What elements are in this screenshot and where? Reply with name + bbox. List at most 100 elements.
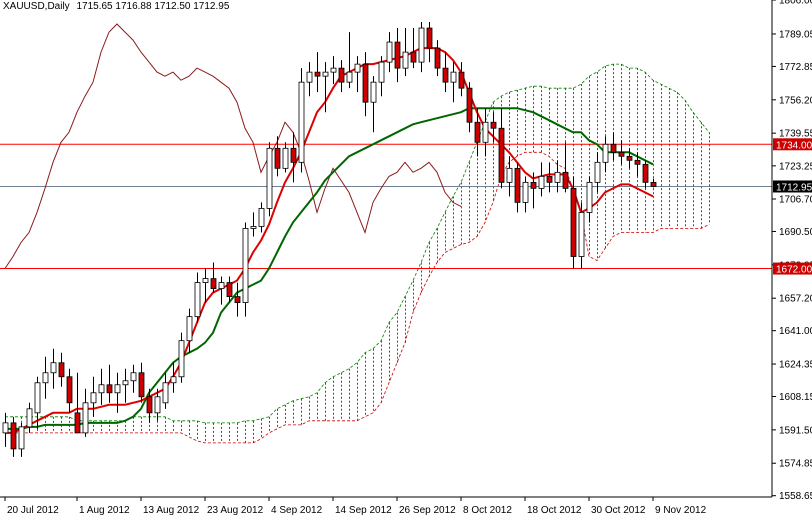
bear-candle — [58, 362, 65, 378]
bear-candle — [138, 372, 145, 398]
price-tick-label: 1756.20 — [779, 95, 812, 106]
time-tick-label: 30 Oct 2012 — [591, 505, 646, 516]
tenkan-sen-line — [5, 47, 654, 434]
bull-candle — [90, 392, 97, 404]
bear-candle — [474, 121, 481, 143]
bull-candle — [2, 422, 9, 434]
bear-candle — [650, 181, 657, 187]
bull-candle — [282, 147, 289, 169]
price-tick-label: 1574.85 — [779, 459, 812, 470]
bull-candle — [82, 402, 89, 434]
price-tick-label: 1657.20 — [779, 294, 812, 305]
senkou-span-b — [5, 151, 710, 444]
bear-candle — [626, 155, 633, 161]
bull-candle — [402, 51, 409, 69]
bear-candle — [10, 422, 17, 450]
time-tick-label: 13 Aug 2012 — [143, 505, 200, 516]
bear-candle — [338, 67, 345, 83]
price-tick-label: 1789.05 — [779, 29, 812, 40]
time-tick-label: 20 Jul 2012 — [7, 505, 59, 516]
time-tick-label: 26 Sep 2012 — [399, 505, 456, 516]
price-level-label-box — [773, 138, 812, 151]
price-level-label: 1734.00 — [776, 140, 812, 151]
bull-candle — [322, 71, 329, 77]
bear-candle — [434, 47, 441, 69]
bear-candle — [290, 147, 297, 163]
time-tick-label: 4 Sep 2012 — [271, 505, 323, 516]
bull-candle — [242, 228, 249, 304]
bull-candle — [506, 167, 513, 183]
bull-candle — [250, 226, 257, 229]
time-tick-label: 14 Sep 2012 — [335, 505, 392, 516]
bull-candle — [18, 426, 25, 450]
bull-candle — [130, 372, 137, 382]
time-tick-label: 23 Aug 2012 — [207, 505, 264, 516]
price-tick-label: 1706.70 — [779, 195, 812, 206]
bull-candle — [330, 67, 337, 73]
bull-candle — [602, 143, 609, 163]
bear-candle — [442, 67, 449, 83]
price-tick-label: 1806.00 — [779, 0, 812, 7]
bull-candle — [186, 316, 193, 342]
chart-header: XAUUSD,Daily 1715.65 1716.88 1712.50 171… — [3, 1, 233, 12]
bear-candle — [618, 151, 625, 157]
bull-candle — [306, 71, 313, 83]
bear-candle — [410, 51, 417, 63]
bear-candle — [234, 296, 241, 304]
current-price-label-box — [773, 180, 812, 193]
bull-candle — [202, 278, 209, 283]
price-tick-label: 1558.65 — [779, 491, 812, 502]
bull-candle — [378, 61, 385, 83]
bull-candle — [450, 71, 457, 83]
bear-candle — [546, 175, 553, 183]
bull-candle — [586, 181, 593, 213]
bear-candle — [66, 376, 73, 404]
bull-candle — [122, 380, 129, 386]
bull-candle — [554, 171, 561, 183]
bull-candle — [298, 81, 305, 163]
price-tick-label: 1690.50 — [779, 227, 812, 238]
price-tick-label: 1591.50 — [779, 425, 812, 436]
bear-candle — [426, 27, 433, 49]
bear-candle — [562, 171, 569, 189]
symbol-label: XAUUSD,Daily — [3, 1, 70, 12]
ichimoku-cloud — [5, 63, 710, 444]
bear-candle — [466, 87, 473, 123]
bull-candle — [370, 81, 377, 103]
bull-candle — [218, 282, 225, 289]
time-tick-label: 9 Nov 2012 — [655, 505, 707, 516]
bull-candle — [154, 396, 161, 414]
ohlc-readout: 1715.65 1716.88 1712.50 1712.95 — [76, 1, 230, 12]
current-price-label: 1712.95 — [776, 182, 812, 193]
price-tick-label: 1641.00 — [779, 326, 812, 337]
candlesticks — [2, 22, 657, 457]
horizontal-lines — [0, 143, 772, 270]
bull-candle — [482, 121, 489, 143]
price-tick-label: 1723.25 — [779, 161, 812, 172]
indicator-lines — [4, 23, 654, 434]
chikou-span-line — [4, 23, 462, 269]
bear-candle — [210, 278, 217, 289]
bear-candle — [362, 63, 369, 103]
bear-candle — [146, 396, 153, 414]
price-tick-label: 1739.55 — [779, 129, 812, 140]
bear-candle — [394, 41, 401, 69]
bear-candle — [314, 71, 321, 77]
bull-candle — [42, 372, 49, 384]
bull-candle — [194, 282, 201, 318]
bear-candle — [490, 121, 497, 129]
bull-candle — [594, 161, 601, 183]
price-level-label-box — [773, 262, 812, 275]
bull-candle — [418, 27, 425, 63]
bear-candle — [642, 163, 649, 183]
bull-candle — [522, 181, 529, 203]
bull-candle — [114, 384, 121, 394]
bear-candle — [530, 181, 537, 189]
bull-candle — [162, 382, 169, 404]
bull-candle — [50, 362, 57, 374]
bear-candle — [610, 143, 617, 153]
price-tick-label: 1624.35 — [779, 360, 812, 371]
